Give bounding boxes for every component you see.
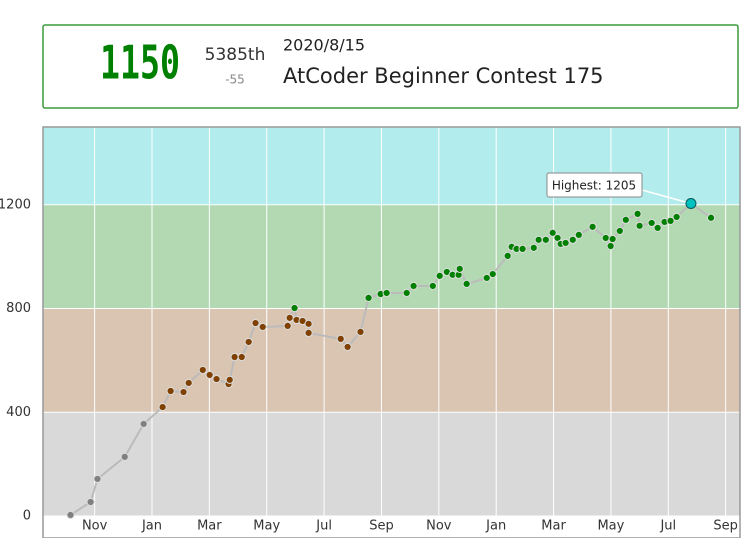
x-tick-label: Jan <box>141 519 162 534</box>
rank: 5385th <box>205 45 266 65</box>
rating-point <box>561 238 570 248</box>
rating-point <box>402 288 411 298</box>
rating-point <box>290 303 299 313</box>
x-tick-label: Nov <box>82 519 108 534</box>
x-tick-label: Sep <box>369 519 394 534</box>
plot-frame <box>42 126 741 538</box>
rating-point <box>548 228 557 237</box>
rating-point <box>212 374 221 384</box>
rating-point <box>409 281 418 291</box>
rating-point <box>608 234 617 244</box>
rating-point <box>534 235 543 244</box>
rating-point <box>66 510 75 520</box>
rating-point <box>462 279 471 288</box>
rating-point <box>283 321 292 331</box>
contest-name: AtCoder Beginner Contest 175 <box>283 64 604 88</box>
y-tick-label: 800 <box>6 301 31 316</box>
rating-point <box>285 313 294 322</box>
annotation-leader <box>641 189 692 205</box>
rating-point <box>615 226 624 236</box>
annotation: Highest: 1205 <box>552 179 636 193</box>
rating-point <box>179 387 188 397</box>
rating-point <box>601 233 610 243</box>
x-tick-label: Jul <box>315 519 332 534</box>
rating-point <box>482 273 491 283</box>
rating-point <box>574 230 583 239</box>
rating-point <box>633 209 642 218</box>
rating-point <box>237 352 246 362</box>
rating-point <box>198 365 207 375</box>
rating-point <box>568 235 577 244</box>
annotation-box <box>546 172 643 198</box>
rating-point <box>304 319 313 328</box>
rating-point <box>184 378 193 388</box>
rating-point <box>672 212 681 222</box>
rating-point <box>364 293 373 303</box>
rating-point <box>455 264 464 273</box>
rating-point <box>706 213 716 222</box>
rating-point <box>86 497 95 507</box>
rating-point <box>120 452 129 461</box>
x-tick-label: Jan <box>485 519 506 534</box>
rating-point <box>529 243 538 252</box>
rating-point <box>356 327 365 336</box>
rating-band <box>43 308 740 413</box>
rating-band <box>43 412 740 516</box>
rating-point <box>435 271 444 280</box>
y-tick-label: 0 <box>23 509 31 524</box>
rating-point <box>93 474 102 484</box>
rating-point <box>258 322 267 332</box>
rating-point <box>428 281 437 291</box>
rating-point <box>685 198 697 210</box>
rating-point <box>653 223 662 232</box>
x-tick-label: May <box>597 519 624 534</box>
rating-point <box>139 419 148 429</box>
rating-point <box>205 370 214 380</box>
header-box <box>42 24 739 109</box>
rating-point <box>518 244 527 253</box>
rating-point <box>343 342 352 352</box>
rating-point <box>244 337 253 347</box>
rating-point <box>488 269 497 279</box>
x-tick-label: Jul <box>659 519 676 534</box>
rating-point <box>230 352 239 362</box>
x-tick-label: Mar <box>197 519 222 534</box>
rating-point <box>158 402 167 412</box>
rating-point <box>251 318 260 328</box>
rating-point <box>225 375 234 384</box>
rating-point <box>541 235 550 244</box>
date: 2020/8/15 <box>283 36 365 55</box>
rating-point <box>166 386 175 396</box>
rating-point <box>588 222 597 231</box>
rating-point <box>503 251 512 260</box>
x-tick-label: May <box>253 519 280 534</box>
rating-point <box>621 215 630 224</box>
rating-point <box>304 328 313 338</box>
rating-point <box>382 288 391 298</box>
x-tick-label: Nov <box>426 519 452 534</box>
y-tick-label: 1200 <box>0 197 31 212</box>
x-tick-label: Mar <box>541 519 566 534</box>
rating-point <box>666 216 675 225</box>
diff: -55 <box>225 73 245 87</box>
rating: 1150 <box>100 36 180 90</box>
rating-point <box>635 221 644 230</box>
rating-point <box>336 334 345 343</box>
rating-point <box>647 218 656 228</box>
y-tick-label: 400 <box>6 405 31 420</box>
x-tick-label: Sep <box>713 519 738 534</box>
rating-point <box>606 241 615 251</box>
